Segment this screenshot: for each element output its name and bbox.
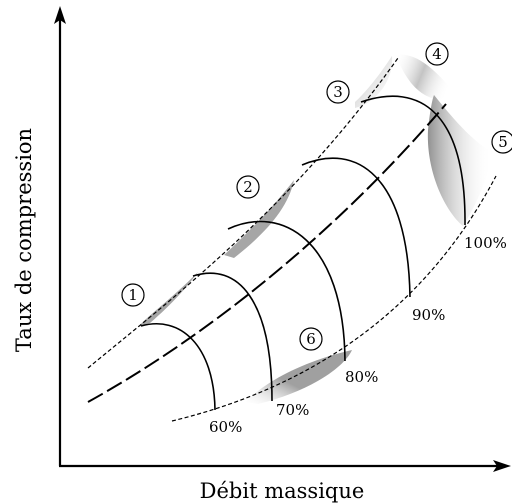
zone-2-shade xyxy=(224,180,294,258)
speed-line-60 xyxy=(140,323,216,411)
operating-line xyxy=(87,103,447,403)
zone-marker-2: 2 xyxy=(236,175,260,199)
x-axis-arrowhead xyxy=(493,460,511,472)
choke-boundary xyxy=(171,175,497,422)
speed-label-60: 60% xyxy=(209,418,242,436)
speed-line-90 xyxy=(301,157,411,298)
speed-label-80: 80% xyxy=(345,368,378,386)
svg-text:6: 6 xyxy=(306,330,316,348)
speed-label-70: 70% xyxy=(276,401,309,419)
x-axis-title: Débit massique xyxy=(200,479,365,503)
zone-5-shade xyxy=(427,95,492,226)
surge-line xyxy=(87,57,399,369)
zone-marker-4: 4 xyxy=(425,42,449,66)
zone-marker-1: 1 xyxy=(121,283,145,307)
speed-label-90: 90% xyxy=(412,306,445,324)
zone-marker-3: 3 xyxy=(326,80,350,104)
zone-6-shade xyxy=(246,350,352,404)
zone-4-shade xyxy=(396,54,458,100)
zone-1-shade xyxy=(138,272,198,327)
speed-line-80 xyxy=(227,220,346,362)
y-axis-arrowhead xyxy=(54,6,66,24)
speed-label-100: 100% xyxy=(464,234,507,252)
zone-marker-6: 6 xyxy=(299,327,323,351)
svg-text:4: 4 xyxy=(432,45,442,63)
svg-text:3: 3 xyxy=(333,83,343,101)
svg-text:5: 5 xyxy=(498,133,508,151)
zone-3-shade xyxy=(355,56,393,108)
svg-text:1: 1 xyxy=(128,286,138,304)
speed-line-70 xyxy=(192,272,273,402)
y-axis-title: Taux de compression xyxy=(12,128,36,352)
svg-text:2: 2 xyxy=(243,178,253,196)
speed-line-100 xyxy=(360,95,466,226)
zone-marker-5: 5 xyxy=(491,130,512,154)
